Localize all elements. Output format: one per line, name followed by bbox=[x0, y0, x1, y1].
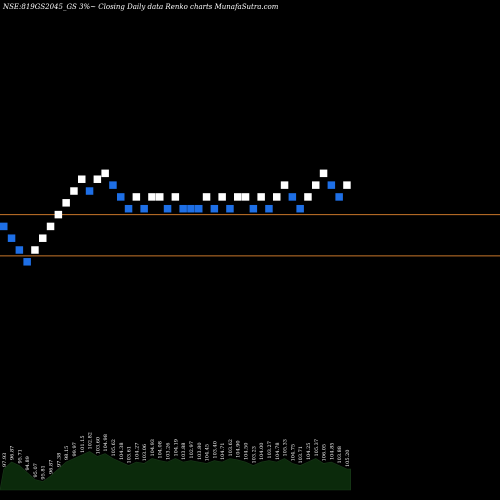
volume-label: 105.62 bbox=[111, 439, 117, 457]
renko-brick bbox=[46, 222, 55, 231]
volume-area bbox=[0, 451, 351, 491]
volume-label: 104.27 bbox=[134, 443, 140, 461]
renko-brick bbox=[163, 204, 172, 213]
volume-label: 94.89 bbox=[25, 456, 31, 470]
volume-label: 104.93 bbox=[150, 439, 156, 457]
renko-brick bbox=[156, 193, 164, 201]
renko-brick bbox=[249, 204, 258, 213]
volume-label: 103.71 bbox=[298, 446, 304, 464]
renko-brick bbox=[273, 193, 281, 201]
volume-label: 104.25 bbox=[306, 443, 312, 461]
volume-label: 98.15 bbox=[64, 446, 70, 460]
volume-label: 103.88 bbox=[181, 443, 187, 461]
renko-brick bbox=[241, 193, 250, 201]
chart-title: NSE:819GS2045_GS 3%~ Closing Daily data … bbox=[2, 3, 279, 11]
volume-label: 99.97 bbox=[72, 442, 78, 456]
renko-brick bbox=[265, 204, 273, 213]
renko-brick bbox=[85, 187, 94, 195]
renko-brick bbox=[132, 193, 141, 201]
renko-brick bbox=[319, 169, 328, 178]
renko-brick bbox=[101, 169, 109, 178]
renko-brick bbox=[31, 246, 39, 254]
volume-label: 102.82 bbox=[88, 432, 94, 450]
volume-label: 95.71 bbox=[17, 449, 23, 463]
volume-label: 97.93 bbox=[2, 453, 8, 467]
volume-label: 96.87 bbox=[49, 460, 55, 474]
reference-lines bbox=[0, 214, 500, 257]
volume-label: 95.81 bbox=[41, 465, 47, 479]
volume-label: 96.87 bbox=[10, 446, 16, 460]
renko-brick bbox=[70, 187, 78, 195]
volume-label: 104.98 bbox=[103, 434, 109, 452]
renko-brick bbox=[288, 193, 297, 201]
renko-brick bbox=[93, 175, 102, 183]
renko-brick bbox=[343, 181, 351, 189]
renko-brick bbox=[0, 222, 8, 231]
renko-brick bbox=[54, 210, 63, 219]
renko-brick bbox=[15, 246, 24, 254]
volume-label: 106.05 bbox=[322, 444, 328, 462]
volume-label: 103.60 bbox=[95, 437, 101, 455]
volume-label: 104.71 bbox=[220, 443, 226, 461]
renko-brick bbox=[195, 204, 203, 213]
volume-label: 101.15 bbox=[80, 436, 86, 454]
volume-label: 103.88 bbox=[337, 446, 343, 464]
volume-label: 104.85 bbox=[329, 443, 335, 461]
renko-brick bbox=[124, 204, 133, 213]
volume-label: 103.80 bbox=[197, 443, 203, 461]
volume-label: 104.00 bbox=[259, 443, 265, 461]
renko-brick bbox=[39, 234, 47, 242]
volume-label: 103.27 bbox=[267, 441, 273, 459]
renko-brick bbox=[280, 181, 289, 189]
renko-brick bbox=[226, 204, 234, 213]
volume-label: 102.97 bbox=[189, 441, 195, 459]
volume-label: 105.37 bbox=[314, 439, 320, 457]
renko-brick bbox=[327, 181, 336, 189]
volume-label: 104.08 bbox=[158, 441, 164, 459]
renko-brick bbox=[304, 193, 312, 201]
renko-brick bbox=[140, 204, 148, 213]
renko-brick bbox=[210, 204, 219, 213]
volume-label: 103.62 bbox=[228, 439, 234, 457]
renko-brick bbox=[234, 193, 242, 201]
renko-brick bbox=[117, 193, 125, 201]
renko-brick bbox=[187, 204, 195, 213]
renko-bricks bbox=[0, 169, 351, 266]
renko-brick bbox=[78, 175, 86, 183]
volume-label: 104.19 bbox=[173, 439, 179, 457]
volume-label: 97.38 bbox=[56, 453, 62, 467]
volume-label: 105.20 bbox=[345, 450, 351, 468]
volume-label: 103.61 bbox=[127, 446, 133, 464]
volume-label: 104.38 bbox=[119, 443, 125, 461]
volume-labels: 97.93 96.87 95.71 94.89 95.07 95.81 96.87 97.38… bbox=[2, 432, 351, 480]
renko-brick bbox=[171, 193, 180, 201]
volume-label: 103.26 bbox=[166, 443, 172, 461]
renko-brick bbox=[23, 258, 31, 266]
volume-label: 104.75 bbox=[290, 444, 296, 462]
volume-label: 105.33 bbox=[283, 439, 289, 457]
renko-brick bbox=[202, 193, 211, 201]
renko-brick bbox=[62, 199, 70, 207]
volume-label: 103.06 bbox=[142, 444, 148, 462]
volume-label: 104.78 bbox=[275, 443, 281, 461]
volume-label: 103.40 bbox=[212, 441, 218, 459]
renko-brick bbox=[312, 181, 320, 189]
volume-label: 103.23 bbox=[251, 446, 257, 464]
renko-brick bbox=[109, 181, 117, 189]
renko-brick bbox=[148, 193, 156, 201]
renko-brick bbox=[296, 204, 304, 213]
volume-label: 104.45 bbox=[205, 444, 211, 462]
volume-label: 104.90 bbox=[236, 440, 242, 458]
renko-brick bbox=[218, 193, 226, 201]
volume-label: 95.07 bbox=[33, 463, 39, 477]
renko-brick bbox=[7, 234, 16, 242]
renko-brick bbox=[257, 193, 265, 201]
volume-area-shape bbox=[0, 451, 351, 491]
renko-brick bbox=[179, 204, 187, 213]
renko-brick bbox=[335, 193, 343, 201]
volume-label: 104.50 bbox=[244, 443, 250, 461]
